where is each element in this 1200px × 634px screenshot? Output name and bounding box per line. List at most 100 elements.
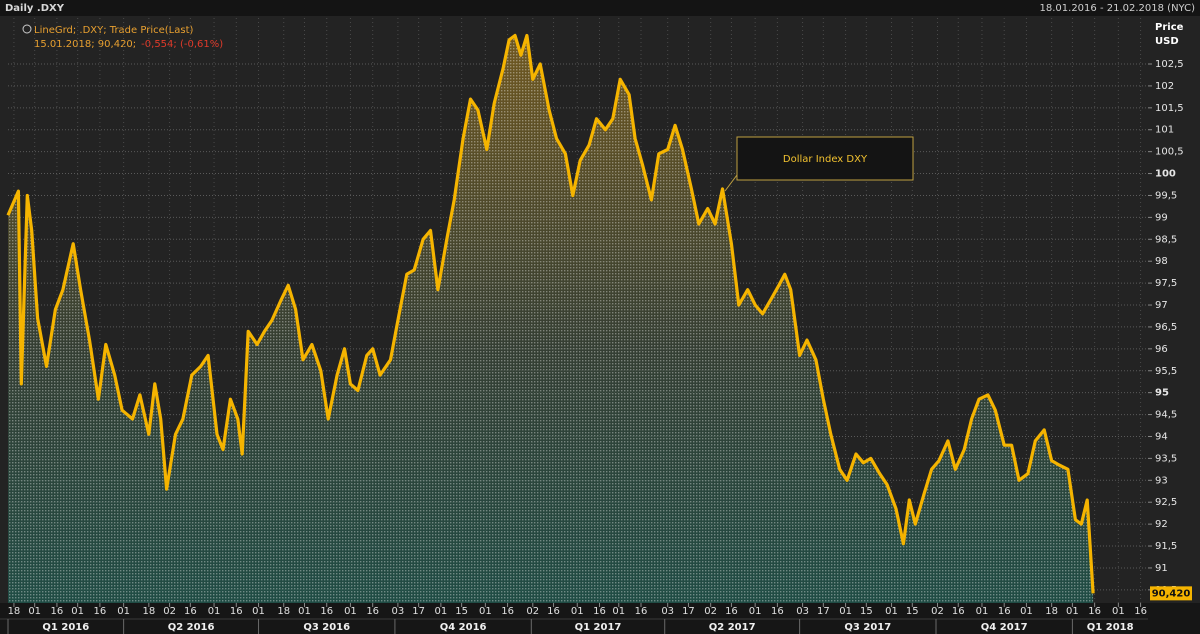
x-tick-label: 18 [142,606,155,617]
x-tick-label: 01 [344,606,357,617]
last-value-label: 90,420 [1152,588,1191,599]
x-tick-label: 01 [1020,606,1033,617]
x-tick-label: 18 [277,606,290,617]
y-tick-label: 96,5 [1155,322,1177,333]
x-tick-label: 16 [547,606,560,617]
y-tick-label: 97 [1155,300,1168,311]
y-tick-label: 95,5 [1155,366,1177,377]
x-tick-label: 17 [817,606,830,617]
x-tick-label: 03 [796,606,809,617]
x-tick-label: 18 [1045,606,1058,617]
x-tick-label: 01 [71,606,84,617]
y-tick-label: 100,5 [1155,147,1184,158]
y-tick-label: 101,5 [1155,103,1184,114]
x-tick-label: 01 [117,606,130,617]
y-tick-label: 99,5 [1155,190,1177,201]
x-tick-label: 18 [8,606,21,617]
y-tick-label: 99 [1155,212,1168,223]
plot-area [6,18,1148,603]
y-tick-label: 102,5 [1155,59,1184,70]
x-tick-label: 01 [612,606,625,617]
y-tick-label: 96 [1155,344,1168,355]
x-tick-label: 16 [771,606,784,617]
x-tick-label: 15 [455,606,468,617]
quarter-label: Q1 2018 [1087,622,1134,633]
x-tick-label: 01 [298,606,311,617]
y-tick-label: 94 [1155,431,1168,442]
x-tick-label: 01 [1112,606,1125,617]
x-tick-label: 01 [208,606,221,617]
quarter-label: Q4 2016 [440,622,487,633]
x-tick-label: 03 [661,606,674,617]
quarter-label: Q2 2016 [168,622,215,633]
x-tick-label: 16 [230,606,243,617]
y-tick-label: 98,5 [1155,234,1177,245]
chart-title: Daily .DXY [5,3,65,14]
x-tick-label: 01 [28,606,41,617]
x-tick-label: 01 [435,606,448,617]
x-tick-label: 02 [704,606,717,617]
x-tick-label: 16 [1088,606,1101,617]
x-tick-label: 01 [571,606,584,617]
x-tick-label: 17 [682,606,695,617]
x-tick-label: 16 [1134,606,1147,617]
x-tick-label: 16 [593,606,606,617]
date-range: 18.01.2016 - 21.02.2018 (NYC) [1040,3,1196,14]
quarter-label: Q3 2016 [303,622,350,633]
y-tick-label: 93,5 [1155,453,1177,464]
y-tick-label: 98 [1155,256,1168,267]
x-tick-label: 15 [860,606,873,617]
y-tick-label: 94,5 [1155,410,1177,421]
x-tick-label: 16 [366,606,379,617]
x-tick-label: 02 [526,606,539,617]
y-tick-label: 100 [1155,169,1176,180]
x-tick-label: 16 [501,606,514,617]
x-tick-label: 16 [725,606,738,617]
y-tick-label: 91,5 [1155,541,1177,552]
area-texture [8,35,1094,603]
axis-label: Price [1155,22,1184,33]
x-tick-label: 17 [412,606,425,617]
y-tick-label: 101 [1155,125,1174,136]
quarter-label: Q1 2016 [42,622,89,633]
x-tick-label: 15 [906,606,919,617]
y-tick-label: 92,5 [1155,497,1177,508]
y-tick-label: 95 [1155,388,1169,399]
x-tick-label: 01 [839,606,852,617]
x-tick-label: 16 [51,606,64,617]
x-tick-label: 16 [635,606,648,617]
x-tick-label: 16 [94,606,107,617]
x-tick-label: 02 [931,606,944,617]
legend-detail: 15.01.2018; 90,420; [34,39,136,50]
x-tick-label: 16 [320,606,333,617]
header-bar [0,0,1200,16]
quarter-label: Q1 2017 [575,622,622,633]
quarter-label: Q2 2017 [709,622,756,633]
x-tick-label: 01 [749,606,762,617]
last-value-box [1150,586,1192,601]
legend-detail: -0,554; (-0,61%) [141,39,223,50]
x-tick-label: 01 [976,606,989,617]
x-tick-label: 02 [163,606,176,617]
y-tick-label: 91 [1155,563,1168,574]
x-tick-label: 01 [479,606,492,617]
annotation-leader [724,174,738,192]
x-tick-label: 01 [252,606,265,617]
y-tick-label: 97,5 [1155,278,1177,289]
x-tick-label: 16 [952,606,965,617]
price-line [6,33,1095,594]
x-tick-label: 03 [392,606,405,617]
annotation: Dollar Index DXY [783,154,868,165]
annotation-box [736,136,914,181]
legend-icon [22,24,32,34]
x-tick-label: 01 [885,606,898,617]
axis-unit: USD [1155,36,1179,47]
quarter-label: Q4 2017 [981,622,1028,633]
legend-entry: LineGrd; .DXY; Trade Price(Last) [34,25,193,36]
x-tick-label: 01 [1066,606,1079,617]
x-tick-label: 16 [998,606,1011,617]
x-tick-label: 16 [184,606,197,617]
y-tick-label: 93 [1155,475,1168,486]
